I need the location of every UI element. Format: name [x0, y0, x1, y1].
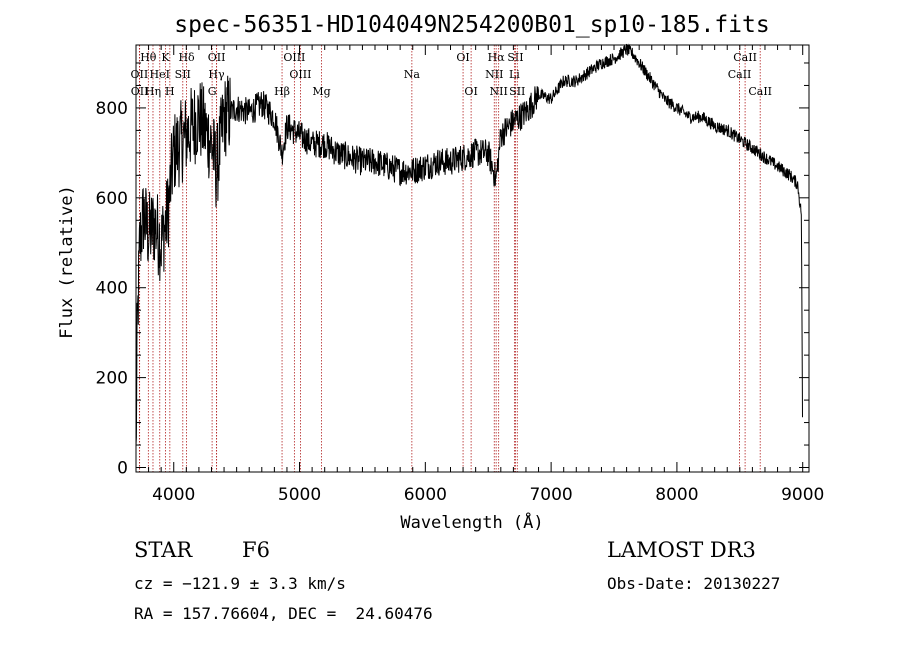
line-marker-label: OII: [131, 85, 149, 98]
redshift-velocity: cz = −121.9 ± 3.3 km/s: [134, 574, 346, 593]
line-marker-label: CaII: [728, 68, 752, 81]
line-marker-label: G: [208, 85, 217, 98]
x-tick-label: 7000: [529, 485, 572, 505]
chart-title: spec-56351-HD104049N254200B01_sp10-185.f…: [174, 12, 769, 38]
y-tick-label: 800: [96, 99, 128, 119]
plot-frame: [135, 44, 810, 473]
x-tick-label: 9000: [781, 485, 824, 505]
line-marker-label: HeI: [150, 68, 170, 81]
y-tick-label: 600: [96, 189, 128, 209]
line-marker-label: CaII: [748, 85, 772, 98]
y-tick-label: 400: [96, 279, 128, 299]
line-marker-label: Hγ: [208, 68, 225, 81]
line-marker-label: SII: [509, 85, 525, 98]
line-marker-label: Hη: [145, 85, 161, 98]
line-marker-label: CaII: [733, 51, 757, 64]
sky-coordinates: RA = 157.76604, DEC = 24.60476: [134, 604, 433, 623]
line-marker-label: OI: [464, 85, 477, 98]
axis-ticks: 4000 5000 6000 7000 8000 9000 0 200 400 600 800: [96, 45, 824, 505]
line-marker-label: Mg: [312, 85, 330, 98]
observation-date: Obs-Date: 20130227: [607, 574, 781, 593]
line-marker-label: Hα: [488, 51, 506, 64]
x-tick-label: 6000: [404, 485, 447, 505]
survey-name: LAMOST DR3: [607, 538, 756, 562]
line-marker-label: OIII: [283, 51, 305, 64]
line-marker-label: Hθ: [140, 51, 157, 64]
line-marker-label: NII: [490, 85, 508, 98]
line-marker-label: OI: [456, 51, 469, 64]
x-tick-label: 8000: [655, 485, 698, 505]
line-marker-label: NII: [485, 68, 503, 81]
spectrum-line: [135, 43, 803, 446]
line-marker-label: K: [161, 51, 170, 64]
y-axis-label: Flux (relative): [57, 185, 77, 339]
y-tick-label: 200: [96, 369, 128, 389]
y-tick-label: 0: [117, 459, 128, 479]
x-axis-label: Wavelength (Å): [400, 511, 543, 533]
line-marker-label: Li: [509, 68, 520, 81]
line-marker-label: OIII: [289, 68, 311, 81]
line-marker-label: Hδ: [178, 51, 195, 64]
line-marker-label: SII: [507, 51, 523, 64]
line-marker-label: Na: [404, 68, 421, 81]
x-tick-label: 5000: [278, 485, 321, 505]
object-class: STAR: [134, 538, 193, 562]
line-marker-label: SII: [175, 68, 191, 81]
object-subclass: F6: [242, 538, 270, 562]
x-tick-label: 4000: [152, 485, 195, 505]
line-marker-label: OII: [131, 68, 149, 81]
line-marker-label: H: [165, 85, 175, 98]
line-marker-label: Hβ: [274, 85, 290, 98]
